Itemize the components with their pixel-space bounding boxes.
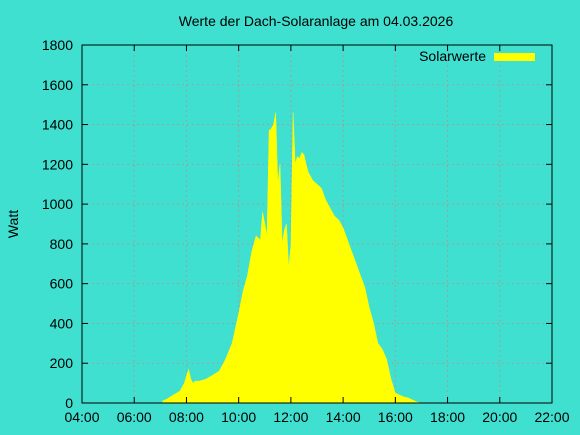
plot-frame [81,44,553,404]
x-tick-label: 20:00 [482,409,517,425]
x-tick-label: 06:00 [117,409,152,425]
y-tick-label: 800 [50,236,74,252]
x-tick-label: 08:00 [169,409,204,425]
y-axis-label: Watt [5,210,21,238]
legend: Solarwerte [419,48,535,64]
legend-swatch [494,53,535,61]
y-tick-label: 1200 [42,156,73,172]
x-tick-label: 22:00 [534,409,569,425]
chart-title: Werte der Dach-Solaranlage am 04.03.2026 [179,13,454,29]
y-tick-label: 1000 [42,196,73,212]
solar-area [162,112,441,404]
y-tick-label: 1600 [42,77,73,93]
y-tick-label: 0 [65,395,73,411]
axis-ticks: 04:00 06:00 08:00 10:00 12:00 14:00 16:00 18:00… [42,37,570,425]
series-area [162,112,441,404]
y-tick-label: 600 [50,276,74,292]
x-tick-label: 12:00 [273,409,308,425]
y-tick-label: 200 [50,355,74,371]
y-tick-label: 1400 [42,117,73,133]
x-tick-label: 10:00 [221,409,256,425]
y-tick-label: 400 [50,315,74,331]
legend-label: Solarwerte [419,48,486,64]
x-tick-label: 16:00 [378,409,413,425]
x-tick-label: 14:00 [326,409,361,425]
x-tick-label: 18:00 [430,409,465,425]
y-tick-label: 1800 [42,37,73,53]
x-tick-label: 04:00 [64,409,99,425]
